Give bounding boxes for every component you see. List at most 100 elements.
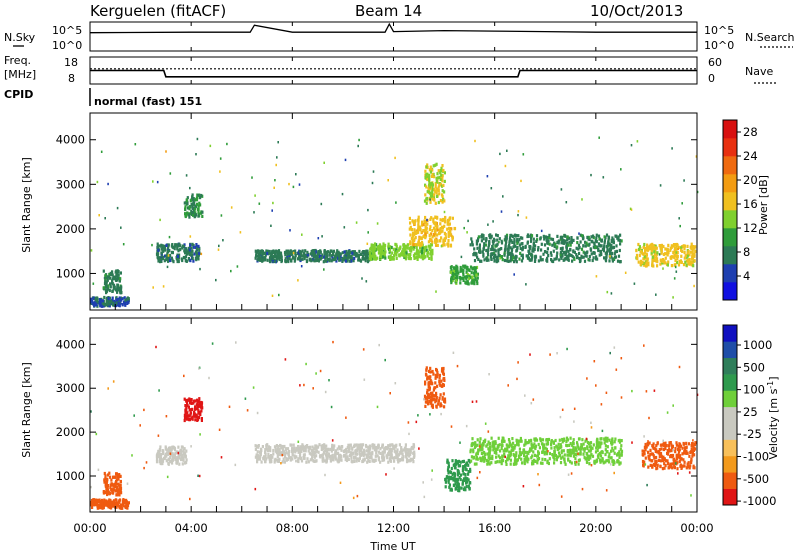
scatter-cell-region-10 — [661, 260, 663, 263]
scatter-cell-region-9 — [494, 259, 496, 262]
scatter-cell-region-9 — [556, 235, 558, 238]
scatter-cell-region-5 — [384, 257, 386, 260]
scatter-cell-region-5 — [438, 380, 440, 383]
scatter-cell-region-10 — [654, 257, 656, 260]
scatter-cell-region-7 — [563, 458, 565, 461]
scatter-cell-sparse — [275, 164, 277, 166]
scatter-cell-region-9 — [547, 254, 549, 257]
scatter-cell-region-4 — [286, 459, 288, 462]
scatter-cell-region-3 — [198, 205, 200, 208]
scatter-cell-region-6 — [433, 221, 435, 224]
scatter-cell-region-7 — [429, 201, 431, 204]
scatter-cell-sparse — [601, 403, 603, 405]
scatter-cell-region-4 — [289, 443, 291, 446]
scatter-cell-region-6 — [441, 230, 443, 233]
scatter-cell-region-7 — [608, 452, 610, 455]
scatter-cell-region-2 — [197, 245, 199, 248]
scatter-cell-region-7 — [577, 443, 579, 446]
scatter-cell-sparse — [212, 342, 214, 344]
scatter-cell-region-7 — [606, 440, 608, 443]
scatter-cell-sparse — [96, 433, 98, 435]
scatter-cell-region-7 — [570, 437, 572, 440]
scatter-cell-region-8 — [460, 266, 462, 269]
scatter-cell-region-5 — [378, 245, 380, 248]
scatter-cell-region-4 — [267, 449, 269, 452]
scatter-cell-region-1 — [105, 289, 107, 292]
scatter-cell-region-4 — [362, 460, 364, 463]
scatter-cell-sparse — [561, 188, 563, 190]
scatter-cell-region-5 — [409, 249, 411, 252]
scatter-cell-region-4 — [358, 254, 360, 257]
scatter-cell-sparse — [378, 344, 380, 346]
scatter-cell-region-4 — [262, 259, 264, 262]
scatter-cell-region-9 — [606, 234, 608, 237]
scatter-cell-region-9 — [509, 234, 511, 237]
scatter-cell-region-9 — [513, 260, 515, 263]
scatter-cell-sparse — [472, 401, 474, 403]
colorbar-swatch — [723, 407, 737, 424]
scatter-cell-region-2 — [178, 243, 180, 246]
scatter-cell-region-0 — [102, 506, 104, 509]
scatter-cell-region-4 — [362, 257, 364, 260]
scatter-cell-region-6 — [445, 236, 447, 239]
scatter-cell-region-8 — [659, 465, 661, 468]
scatter-cell-region-9 — [607, 247, 609, 250]
scatter-cell-region-9 — [586, 255, 588, 258]
scatter-cell-sparse — [421, 231, 423, 233]
scatter-cell-region-7 — [429, 183, 431, 186]
scatter-cell-region-4 — [313, 251, 315, 254]
scatter-cell-sparse — [581, 198, 583, 200]
scatter-cell-region-9 — [487, 259, 489, 262]
scatter-cell-region-2 — [189, 259, 191, 262]
scatter-cell-region-7 — [586, 457, 588, 460]
scatter-cell-sparse — [631, 441, 633, 443]
scatter-cell-sparse — [631, 144, 633, 146]
scatter-cell-region-8 — [655, 444, 657, 447]
scatter-cell-region-7 — [436, 195, 438, 198]
scatter-cell-sparse — [607, 291, 609, 293]
scatter-cell-region-2 — [184, 251, 186, 254]
scatter-cell-sparse — [247, 409, 249, 411]
scatter-cell-region-4 — [334, 255, 336, 258]
scatter-cell-region-9 — [551, 244, 553, 247]
x-tick-label: 04:00 — [175, 521, 208, 535]
scatter-cell-region-8 — [645, 457, 647, 460]
scatter-cell-region-10 — [674, 243, 676, 246]
scatter-cell-region-4 — [347, 444, 349, 447]
scatter-cell-sparse — [507, 384, 509, 386]
scatter-cell-sparse — [516, 378, 518, 380]
scatter-cell-region-4 — [268, 252, 270, 255]
scatter-cell-region-4 — [293, 444, 295, 447]
scatter-cell-region-0 — [120, 299, 122, 302]
freq-unit-label: [MHz] — [4, 68, 36, 81]
scatter-cell-region-7 — [436, 180, 438, 183]
scatter-cell-region-8 — [451, 276, 453, 279]
scatter-cell-region-4 — [306, 251, 308, 254]
scatter-cell-region-4 — [332, 258, 334, 261]
scatter-cell-region-7 — [428, 178, 430, 181]
scatter-cell-sparse — [435, 290, 437, 292]
scatter-cell-region-7 — [435, 202, 437, 205]
scatter-cell-sparse — [146, 461, 148, 463]
cpid-value: normal (fast) 151 — [94, 95, 202, 108]
y-tick-label: 3000 — [56, 381, 85, 395]
scatter-cell-region-5 — [429, 245, 431, 248]
scatter-cell-region-2 — [156, 253, 158, 256]
scatter-cell-region-9 — [550, 251, 552, 254]
scatter-cell-sparse — [431, 469, 433, 471]
scatter-cell-sparse — [674, 277, 676, 279]
scatter-cell-region-5 — [395, 243, 397, 246]
scatter-cell-region-7 — [533, 459, 535, 462]
scatter-cell-region-6 — [452, 236, 454, 239]
scatter-cell-sparse — [357, 495, 359, 497]
noise-panel: N.Sky 10^5 10^0 10^5 10^0 N.Search — [4, 22, 795, 52]
scatter-cell-sparse — [678, 217, 680, 219]
colorbar-swatch — [723, 264, 737, 282]
scatter-cell-region-6 — [464, 473, 466, 476]
scatter-cell-region-5 — [431, 397, 433, 400]
scatter-cell-region-9 — [527, 241, 529, 244]
scatter-cell-region-7 — [476, 444, 478, 447]
scatter-cell-region-9 — [476, 242, 478, 245]
scatter-cell-region-9 — [513, 241, 515, 244]
scatter-cell-region-4 — [390, 456, 392, 459]
